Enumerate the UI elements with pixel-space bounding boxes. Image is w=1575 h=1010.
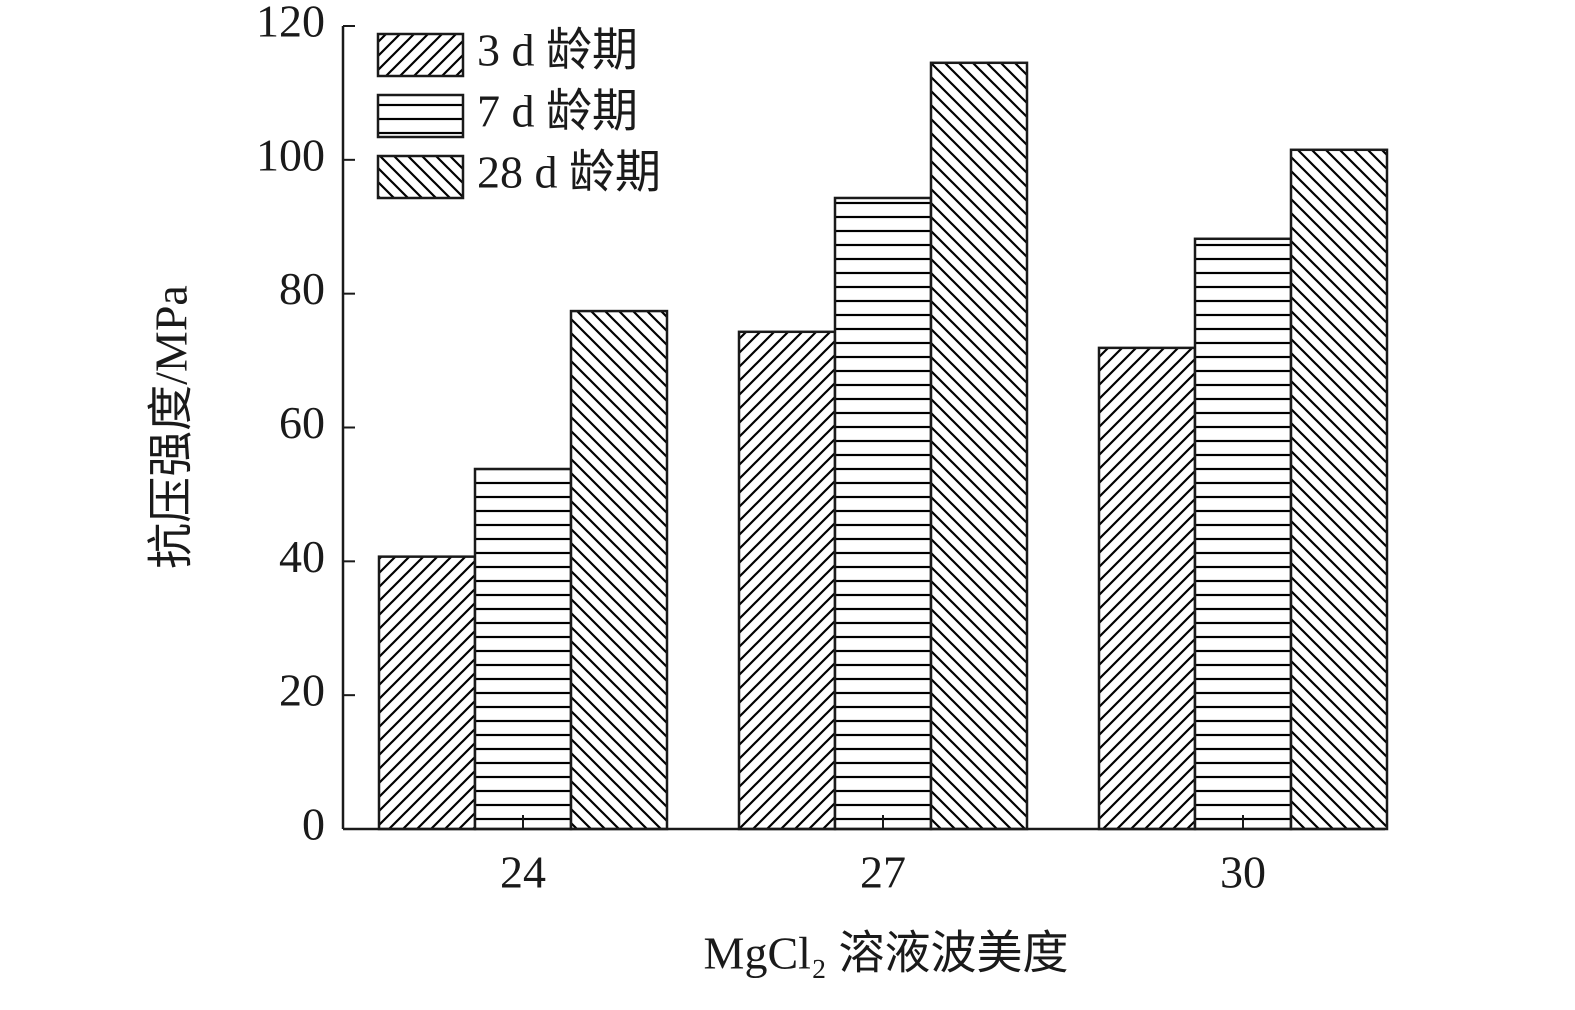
bar: [1289, 148, 1389, 831]
legend-swatch: [376, 93, 465, 139]
y-tick-label: 80: [279, 263, 325, 314]
bar: [473, 467, 573, 831]
bar: [929, 61, 1029, 831]
x-tick-label: 27: [860, 847, 906, 898]
bar: [833, 196, 933, 831]
y-tick-label: 100: [256, 129, 325, 180]
x-tick-label: 24: [500, 847, 546, 898]
y-tick-label: 20: [279, 665, 325, 716]
y-tick-label: 120: [256, 0, 325, 47]
legend-label: 3 d 龄期: [477, 25, 638, 76]
legend-label: 7 d 龄期: [477, 86, 638, 137]
bar: [737, 330, 837, 831]
bar: [1097, 346, 1197, 831]
y-axis-label: 抗压强度/MPa: [146, 285, 197, 569]
y-tick-label: 0: [302, 799, 325, 850]
x-axis-label: MgCl₂ 溶液波美度: [704, 928, 1069, 979]
legend-label: 28 d 龄期: [477, 147, 661, 198]
bar: [377, 555, 477, 831]
y-tick-label: 40: [279, 531, 325, 582]
legend-swatch: [376, 32, 465, 78]
bar: [1193, 237, 1293, 831]
y-tick-label: 60: [279, 397, 325, 448]
legend-swatch: [376, 154, 465, 200]
x-tick-label: 30: [1220, 847, 1266, 898]
bar: [569, 309, 669, 831]
